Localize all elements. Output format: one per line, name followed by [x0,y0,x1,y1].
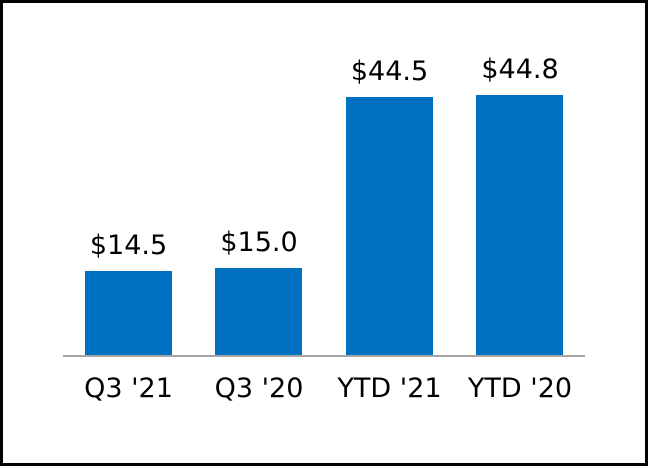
plot-area: $14.5 Q3 '21 $15.0 Q3 '20 $44.5 YTD '21 $44.8 Y… [3,3,645,463]
data-label-ytd-20: $44.8 [481,53,559,85]
x-tick-label-ytd-21: YTD '21 [337,373,442,404]
bar-q3-20 [215,268,303,355]
x-tick-label-q3-21: Q3 '21 [84,373,173,404]
x-tick-label-ytd-20: YTD '20 [467,373,573,404]
bar-ytd-20 [476,95,564,355]
x-tick-label-q3-20: Q3 '20 [214,373,304,404]
data-label-q3-20: $15.0 [220,226,298,258]
bar-q3-21 [84,271,172,355]
x-axis-line [63,355,585,357]
bar-ytd-21 [345,97,433,355]
data-label-ytd-21: $44.5 [350,55,429,87]
data-label-q3-21: $14.5 [89,229,168,261]
